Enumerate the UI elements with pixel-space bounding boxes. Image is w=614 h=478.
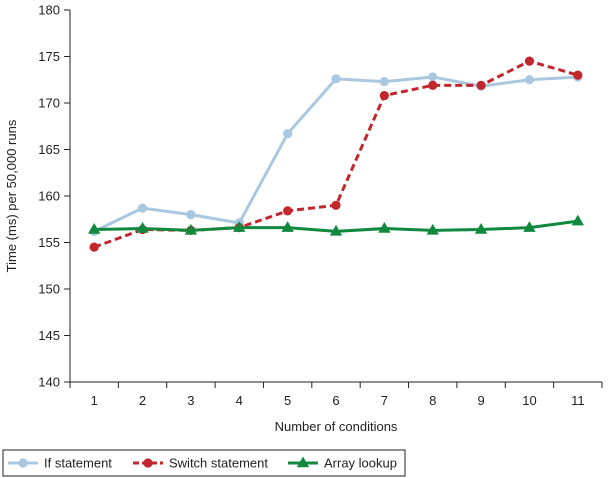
data-point <box>186 210 196 220</box>
y-tick-label: 150 <box>38 282 60 297</box>
data-point <box>524 56 535 66</box>
data-point <box>426 223 439 235</box>
data-point <box>331 200 341 210</box>
y-tick-label: 160 <box>38 189 60 204</box>
data-point <box>281 221 294 232</box>
legend-swatch-marker <box>143 458 153 468</box>
data-point <box>571 214 584 226</box>
data-point <box>89 242 99 252</box>
series-switch-statement <box>89 56 583 252</box>
y-tick-label: 165 <box>38 142 60 157</box>
data-point <box>329 224 343 236</box>
x-axis: 1 2 3 4 5 6 7 8 9 10 11 <box>69 381 603 408</box>
legend: If statement Switch statement Array lookup <box>2 449 406 477</box>
data-point <box>524 75 535 85</box>
x-axis-label: Number of conditions <box>275 419 398 434</box>
y-tick-label: 140 <box>38 375 60 390</box>
x-tick-label: 7 <box>381 393 388 408</box>
y-tick-label: 180 <box>38 3 60 18</box>
legend-swatch-marker <box>296 456 310 468</box>
x-tick-label: 5 <box>284 393 291 408</box>
x-tick-label: 2 <box>139 393 146 408</box>
x-tick-label: 4 <box>236 393 243 408</box>
data-point <box>379 77 389 87</box>
x-tick-label: 8 <box>429 393 436 408</box>
data-point <box>474 222 488 234</box>
data-point <box>283 129 293 139</box>
legend-entry: If statement <box>8 456 112 471</box>
x-tick-label: 10 <box>522 393 536 408</box>
y-tick-label: 145 <box>38 328 60 343</box>
x-tick-label: 1 <box>91 393 98 408</box>
legend-label: Switch statement <box>169 456 268 471</box>
data-point <box>137 203 148 213</box>
series-line <box>93 59 579 249</box>
x-tick-label: 11 <box>571 393 585 408</box>
data-point <box>379 90 389 101</box>
series-array-lookup <box>88 214 584 236</box>
data-point <box>88 222 101 234</box>
x-tick-label: 3 <box>187 393 194 408</box>
data-point <box>378 222 391 233</box>
legend-swatch-marker <box>18 458 28 468</box>
data-point <box>523 221 536 232</box>
series-if-statement <box>89 72 583 236</box>
legend-label: If statement <box>44 456 112 471</box>
data-point <box>573 70 583 80</box>
data-point <box>476 80 486 90</box>
legend-box <box>2 449 406 477</box>
data-point <box>233 221 246 232</box>
y-tick-label: 175 <box>38 49 60 64</box>
data-point <box>331 74 341 84</box>
data-point <box>184 223 198 235</box>
y-axis-label: Time (ms) per 50,000 runs <box>4 119 19 272</box>
data-point <box>428 80 438 90</box>
legend-label: Array lookup <box>324 456 397 471</box>
data-point <box>136 222 149 233</box>
data-point <box>428 72 438 82</box>
x-tick-label: 9 <box>477 393 484 408</box>
y-tick-label: 170 <box>38 96 60 111</box>
legend-entry: Array lookup <box>288 456 397 471</box>
legend-entry: Switch statement <box>133 456 268 471</box>
y-axis: 140 145 150 155 160 165 170 175 180 <box>38 3 71 390</box>
x-tick-label: 6 <box>332 393 339 408</box>
series-layer <box>88 56 584 252</box>
y-tick-label: 155 <box>38 235 60 250</box>
data-point <box>283 206 293 216</box>
